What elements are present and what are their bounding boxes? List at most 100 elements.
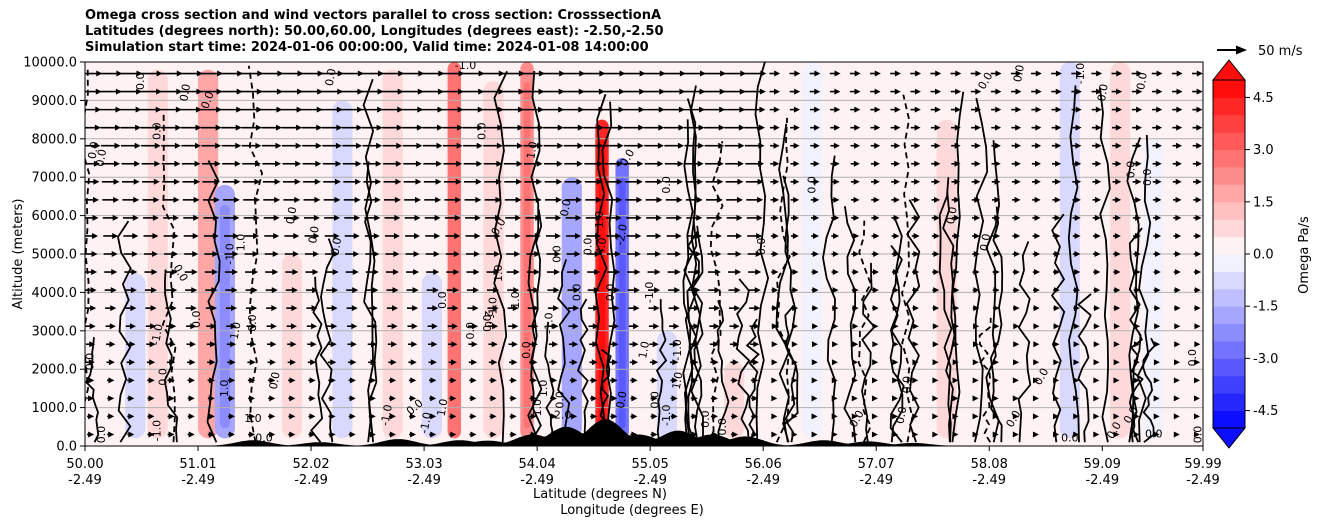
wind-vector	[790, 124, 800, 131]
wind-vector-head	[635, 232, 642, 239]
wind-vector-head	[230, 323, 237, 330]
wind-vector	[852, 341, 859, 348]
wind-vector-head	[1115, 142, 1122, 149]
wind-vector	[301, 106, 323, 113]
wind-vector-head	[115, 88, 122, 95]
wind-vector-head	[772, 232, 779, 239]
wind-vector	[810, 196, 820, 203]
wind-vector	[1033, 359, 1040, 366]
wind-vector-head	[853, 196, 860, 203]
wind-vector-head	[114, 160, 121, 167]
contour-label: 2.0	[482, 311, 495, 329]
wind-vector	[952, 359, 959, 366]
wind-vector-head	[336, 106, 343, 113]
x-tick-label-lat: 58.08	[971, 457, 1008, 472]
wind-vector-head	[211, 269, 218, 276]
wind-vector	[143, 214, 159, 221]
wind-vector-head	[391, 341, 398, 348]
wind-vector-head	[553, 269, 560, 276]
wind-vector-head	[195, 124, 202, 131]
colorbar-label: Omega Pa/s	[1297, 216, 1312, 294]
wind-vector-head	[435, 178, 442, 185]
wind-vector-head	[1073, 431, 1080, 438]
wind-vector	[871, 232, 880, 239]
contour-line	[1136, 134, 1152, 443]
wind-vector-head	[717, 160, 724, 167]
wind-vector-head	[892, 287, 899, 294]
wind-vector-head	[1174, 287, 1181, 294]
contour-label: 0.0	[660, 176, 673, 194]
wind-vector-head	[269, 377, 276, 384]
wind-vector-head	[792, 232, 799, 239]
wind-vector	[1071, 88, 1082, 95]
wind-vector	[241, 124, 262, 131]
contour-label: 4.0	[594, 236, 610, 255]
wind-vector	[726, 196, 743, 203]
wind-vector	[931, 160, 941, 167]
wind-vector	[662, 88, 686, 95]
wind-vector-head	[1053, 305, 1060, 312]
wind-vector	[448, 341, 458, 348]
wind-vector-head	[535, 196, 542, 203]
wind-vector-head	[1073, 395, 1080, 402]
wind-vector-head	[349, 377, 356, 384]
wind-vector-head	[1094, 287, 1101, 294]
wind-vector-head	[811, 341, 818, 348]
wind-vector-head	[193, 196, 200, 203]
wind-vector	[203, 214, 220, 221]
wind-vector-head	[1193, 431, 1200, 438]
wind-vector	[971, 214, 981, 221]
wind-vector	[387, 341, 398, 348]
wind-vector-head	[376, 124, 383, 131]
y-axis-label: Altitude (meters)	[11, 199, 26, 310]
wind-vector	[1192, 142, 1203, 149]
contour-label: 0.0	[199, 90, 217, 111]
wind-vector	[1133, 359, 1140, 366]
wind-vector	[1093, 341, 1100, 348]
wind-vector-head	[294, 178, 301, 185]
wind-vector	[872, 323, 879, 330]
wind-vector-head	[616, 196, 623, 203]
wind-vector	[101, 178, 120, 185]
wind-vector-head	[892, 305, 899, 312]
x-tick-label-lat: 54.04	[519, 457, 556, 472]
wind-vector	[951, 142, 961, 149]
wind-vector	[647, 251, 662, 257]
wind-vector-head	[130, 305, 137, 312]
wind-vector-head	[155, 124, 162, 131]
wind-vector	[851, 431, 858, 438]
wind-vector	[791, 431, 798, 438]
wind-vector-head	[679, 88, 686, 95]
wind-vector-head	[496, 160, 503, 167]
wind-vector	[670, 413, 678, 420]
wind-vector	[931, 232, 940, 239]
wind-vector	[1113, 287, 1121, 294]
wind-vector	[426, 269, 440, 276]
wind-vector-head	[395, 160, 402, 167]
wind-vector-head	[1013, 269, 1020, 276]
wind-vector-head	[716, 214, 723, 221]
wind-vector	[124, 287, 137, 294]
wind-vector	[461, 88, 485, 95]
contour-line	[655, 299, 668, 443]
wind-vector-head	[893, 178, 900, 185]
wind-vector	[1073, 305, 1080, 312]
wind-vector-head	[657, 160, 664, 167]
wind-vector-head	[1075, 88, 1082, 95]
wind-vector	[684, 160, 704, 167]
wind-vector	[911, 214, 920, 221]
wind-vector	[123, 232, 139, 239]
wind-vector-head	[1134, 305, 1141, 312]
wind-vector-head	[396, 142, 403, 149]
wind-vector	[789, 70, 801, 77]
wind-vector	[951, 196, 961, 203]
wind-vector-head	[894, 160, 901, 167]
wind-vector	[972, 431, 979, 438]
wind-vector-head	[189, 341, 196, 348]
wind-vector-head	[275, 160, 282, 167]
wind-vector	[728, 305, 741, 312]
wind-vector-head	[249, 431, 256, 438]
wind-vector-head	[152, 232, 159, 239]
contour-label: 0.0	[649, 391, 662, 409]
wind-vector	[727, 232, 743, 239]
